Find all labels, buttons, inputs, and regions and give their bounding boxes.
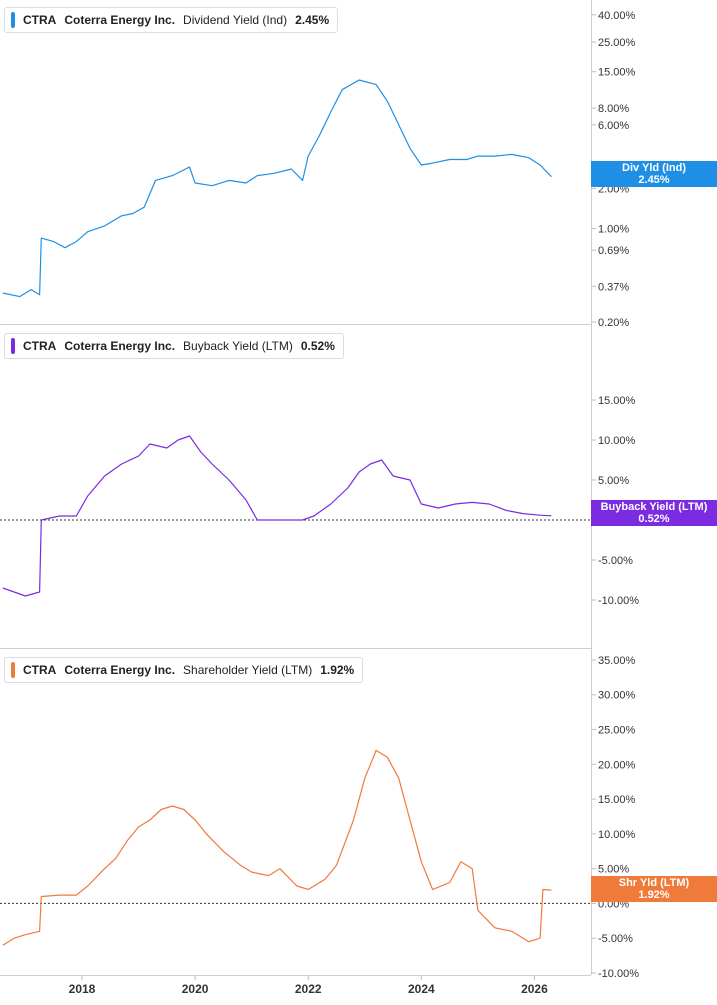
legend-value: 1.92% [320,663,355,677]
legend-value: 2.45% [295,13,330,27]
legend-shareholder-yield: CTRA Coterra Energy Inc. Shareholder Yie… [4,657,364,683]
legend-company: Coterra Energy Inc. [64,13,176,27]
y-tick-label: 6.00% [598,120,629,132]
y-tick-label: 15.00% [598,67,636,79]
x-tick-label: 2026 [521,982,548,996]
legend-buyback-yield: CTRA Coterra Energy Inc. Buyback Yield (… [4,333,344,359]
legend-ticker: CTRA [23,663,57,677]
y-tick-label: -5.00% [598,555,633,567]
tag-value: 0.52% [638,513,670,525]
legend-value: 0.52% [300,339,335,353]
legend-dividend-yield: CTRA Coterra Energy Inc. Dividend Yield … [4,7,339,33]
x-tick-label: 2018 [69,982,96,996]
y-tick-label: 8.00% [598,103,629,115]
y-tick-label: 25.00% [598,725,636,737]
legend-metric: Buyback Yield (LTM) [183,339,293,353]
y-tick-label: 15.00% [598,794,636,806]
legend-ticker: CTRA [23,339,57,353]
tag-value: 1.92% [638,889,670,901]
y-tick-label: -5.00% [598,933,633,945]
series-line [2,435,552,597]
y-tick-label: 1.00% [598,224,629,236]
legend-color-bar [11,12,15,28]
y-tick-label: 5.00% [598,475,629,487]
y-tick-label: 10.00% [598,435,636,447]
tag-label: Shr Yld (LTM) [618,877,690,889]
y-tick-label: 0.37% [598,281,629,293]
legend-metric: Dividend Yield (Ind) [183,13,288,27]
y-tick-label: 40.00% [598,10,636,22]
y-tick-label: 0.20% [598,317,629,329]
current-value-tag-buyback: Buyback Yield (LTM) 0.52% [591,500,717,526]
y-tick-label: 30.00% [598,690,636,702]
y-tick-label: 35.00% [598,655,636,667]
y-tick-label: 25.00% [598,37,636,49]
y-tick-label: -10.00% [598,595,639,607]
y-tick-label: 0.69% [598,245,629,257]
legend-company: Coterra Energy Inc. [64,663,176,677]
series-line [2,749,552,946]
legend-color-bar [11,338,15,354]
legend-ticker: CTRA [23,13,57,27]
y-tick-label: 20.00% [598,759,636,771]
x-tick-label: 2024 [408,982,435,996]
x-tick-label: 2020 [182,982,209,996]
y-tick-label: -10.00% [598,968,639,980]
y-tick-label: 5.00% [598,864,629,876]
y-tick-label: 15.00% [598,395,636,407]
legend-metric: Shareholder Yield (LTM) [183,663,313,677]
y-tick-label: 10.00% [598,829,636,841]
current-value-tag-dividend: Div Yld (Ind) 2.45% [591,161,717,187]
tag-value: 2.45% [638,174,670,186]
legend-company: Coterra Energy Inc. [64,339,176,353]
tag-label: Div Yld (Ind) [622,162,686,174]
current-value-tag-shareholder: Shr Yld (LTM) 1.92% [591,876,717,902]
series-line [2,79,552,298]
x-tick-label: 2022 [295,982,322,996]
tag-label: Buyback Yield (LTM) [600,501,708,513]
legend-color-bar [11,662,15,678]
